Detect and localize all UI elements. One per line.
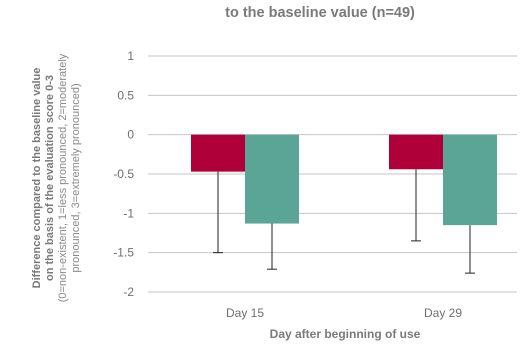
x-category-label: Day 15 — [226, 306, 264, 320]
bars — [191, 134, 497, 226]
y-axis-label: Difference compared to the baseline valu… — [31, 53, 82, 302]
x-category-labels: Day 15 Day 29 — [226, 306, 462, 320]
error-bars — [213, 169, 475, 274]
y-tick-label: -1 — [123, 206, 134, 220]
y-tick-labels: 1 0.5 0 -0.5 -1 -1.5 -2 — [113, 49, 134, 299]
y-axis-label-line4: pronounced, 3=extremely pronounced) — [70, 83, 82, 272]
bar — [191, 134, 245, 172]
bar — [245, 134, 299, 224]
y-axis-label-line1: Difference compared to the baseline valu… — [31, 68, 43, 289]
y-tick-label: 0 — [127, 128, 134, 142]
y-tick-label: -0.5 — [113, 167, 134, 181]
x-category-label: Day 29 — [424, 306, 462, 320]
y-tick-label: 1 — [127, 49, 134, 63]
y-tick-label: 0.5 — [117, 88, 134, 102]
y-axis-label-line2: on the basis of the evaluation score 0-3 — [44, 75, 56, 281]
x-axis-label: Day after beginning of use — [270, 327, 421, 341]
y-axis-label-line3: (0=non-existent, 1=less pronounced, 2=mo… — [57, 53, 69, 302]
y-tick-label: -1.5 — [113, 246, 134, 260]
bar — [389, 134, 443, 170]
chart-title: to the baseline value (n=49) — [225, 5, 415, 21]
y-tick-label: -2 — [123, 285, 134, 299]
bar — [443, 134, 497, 226]
